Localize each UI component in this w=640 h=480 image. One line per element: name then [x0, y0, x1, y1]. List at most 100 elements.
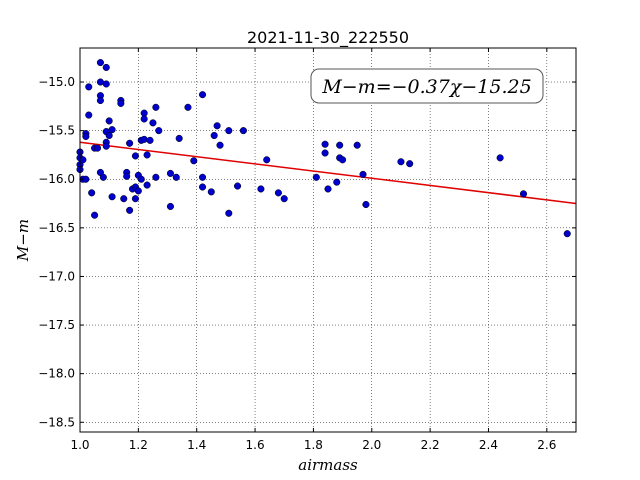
data-point — [225, 209, 233, 217]
data-point — [105, 131, 113, 140]
data-point — [96, 96, 104, 105]
y-tick-label: −16.5 — [38, 221, 75, 235]
data-point — [105, 117, 113, 125]
data-point — [496, 154, 504, 162]
data-point — [140, 115, 148, 123]
y-axis-label: M−m — [14, 219, 32, 262]
data-point — [102, 63, 110, 71]
data-point — [207, 188, 215, 196]
data-point — [143, 151, 151, 159]
data-point — [152, 173, 160, 181]
y-tick-label: −18.0 — [38, 367, 75, 381]
data-point — [82, 132, 90, 141]
data-point — [234, 182, 242, 190]
data-point — [102, 142, 110, 150]
data-point — [397, 158, 405, 166]
data-point — [519, 190, 528, 198]
data-point — [146, 136, 154, 144]
chart-title: 2021-11-30_222550 — [247, 28, 409, 48]
data-point — [359, 170, 367, 178]
x-tick-label: 1.0 — [70, 438, 89, 452]
data-point — [96, 59, 104, 67]
equation-annotation: M−m=−0.37χ−15.25 — [321, 76, 531, 98]
y-tick-label: −15.5 — [38, 124, 75, 138]
data-point — [126, 206, 134, 214]
data-point — [131, 152, 139, 160]
ticks: 1.0 1.2 1.4 1.6 1.8 2.0 2.2 2.4 2.6 −15.0 −15.5 −16… — [38, 48, 576, 452]
data-point — [190, 157, 198, 165]
x-tick-label: 1.2 — [129, 438, 148, 452]
data-point — [88, 189, 96, 197]
data-point — [91, 211, 99, 219]
data-point — [117, 99, 125, 107]
data-point — [406, 160, 414, 168]
data-point — [143, 181, 151, 189]
data-point — [333, 178, 341, 186]
equation-box — [310, 68, 544, 104]
data-point — [339, 156, 347, 164]
fit-line — [79, 141, 577, 205]
data-point — [99, 173, 107, 181]
data-point — [198, 91, 207, 99]
data-point — [149, 119, 157, 127]
data-point — [140, 135, 148, 143]
x-tick-label: 2.2 — [421, 438, 440, 452]
data-point — [166, 202, 174, 211]
data-point — [321, 149, 329, 157]
data-point — [155, 127, 163, 135]
data-point — [166, 169, 174, 177]
data-point — [362, 200, 370, 209]
data-point — [274, 189, 282, 197]
data-points — [76, 59, 571, 238]
data-point — [321, 140, 329, 148]
data-point — [353, 141, 361, 149]
data-point — [108, 193, 116, 201]
fit-line-group — [79, 141, 577, 205]
data-point — [93, 144, 102, 152]
data-point — [152, 103, 160, 111]
data-point — [324, 185, 332, 193]
data-point — [102, 80, 110, 88]
data-point — [210, 131, 218, 140]
x-tick-label: 1.6 — [246, 438, 265, 452]
data-point — [108, 126, 116, 134]
data-point — [126, 139, 134, 147]
data-point — [198, 183, 207, 191]
y-tick-label: −15.0 — [38, 75, 75, 89]
data-point — [85, 83, 93, 91]
plot-area — [80, 48, 576, 432]
y-tick-label: −18.5 — [38, 415, 75, 429]
y-tick-label: −17.5 — [38, 318, 75, 332]
data-point — [172, 173, 180, 181]
data-point — [134, 187, 142, 195]
data-point — [225, 127, 233, 135]
x-tick-label: 2.6 — [537, 438, 556, 452]
data-point — [79, 156, 87, 164]
data-point — [184, 103, 192, 111]
data-point — [131, 195, 139, 203]
data-point — [563, 230, 571, 238]
data-point — [216, 141, 224, 149]
x-tick-label: 1.4 — [187, 438, 206, 452]
x-axis-label: airmass — [298, 456, 358, 474]
data-point — [137, 175, 145, 183]
data-point — [123, 172, 131, 180]
data-point — [85, 111, 93, 119]
data-point — [120, 195, 128, 203]
data-point — [336, 141, 344, 149]
plot-frame — [79, 47, 577, 433]
data-point — [175, 134, 183, 142]
x-tick-label: 2.4 — [479, 438, 498, 452]
data-point — [312, 173, 320, 181]
data-point — [263, 156, 271, 164]
data-point — [239, 127, 247, 135]
data-point — [198, 173, 207, 181]
data-point — [280, 195, 288, 203]
y-tick-label: −17.0 — [38, 269, 75, 283]
x-tick-label: 2.0 — [362, 438, 381, 452]
data-point — [213, 122, 221, 130]
x-tick-label: 1.8 — [304, 438, 323, 452]
data-point — [257, 185, 265, 193]
y-tick-label: −16.0 — [38, 172, 75, 186]
